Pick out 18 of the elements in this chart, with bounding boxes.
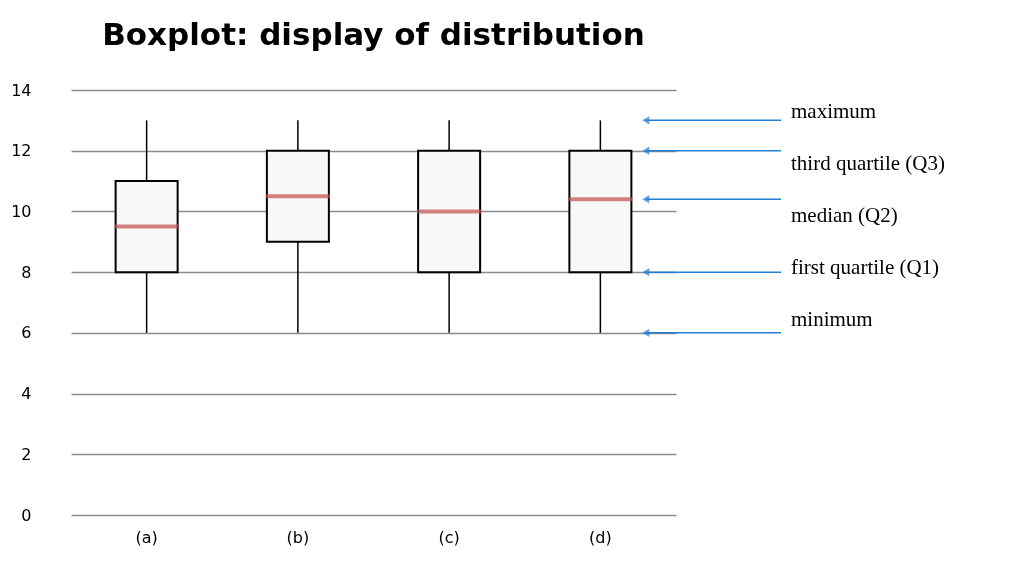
y-tick-label: 12 (11, 141, 32, 161)
x-tick-label: (c) (438, 527, 460, 547)
text: maximum (791, 99, 877, 123)
text: minimum (791, 307, 873, 331)
x-tick-label: (a) (135, 527, 158, 547)
chart-title: Boxplot: display of distribution (102, 16, 645, 52)
y-tick-label: 8 (21, 262, 32, 282)
text: first quartile (Q1) (791, 255, 940, 279)
x-tick-label: (b) (286, 527, 310, 547)
x-tick-label: (d) (589, 527, 612, 547)
text: third quartile (Q3) (791, 151, 945, 175)
y-tick-label: 6 (21, 323, 32, 343)
y-tick-label: 4 (21, 384, 32, 404)
y-tick-label: 2 (21, 444, 32, 464)
y-tick-label: 10 (11, 201, 32, 221)
y-tick-label: 0 (21, 505, 32, 525)
text: median (Q2) (791, 203, 898, 227)
y-tick-label: 14 (11, 80, 32, 100)
